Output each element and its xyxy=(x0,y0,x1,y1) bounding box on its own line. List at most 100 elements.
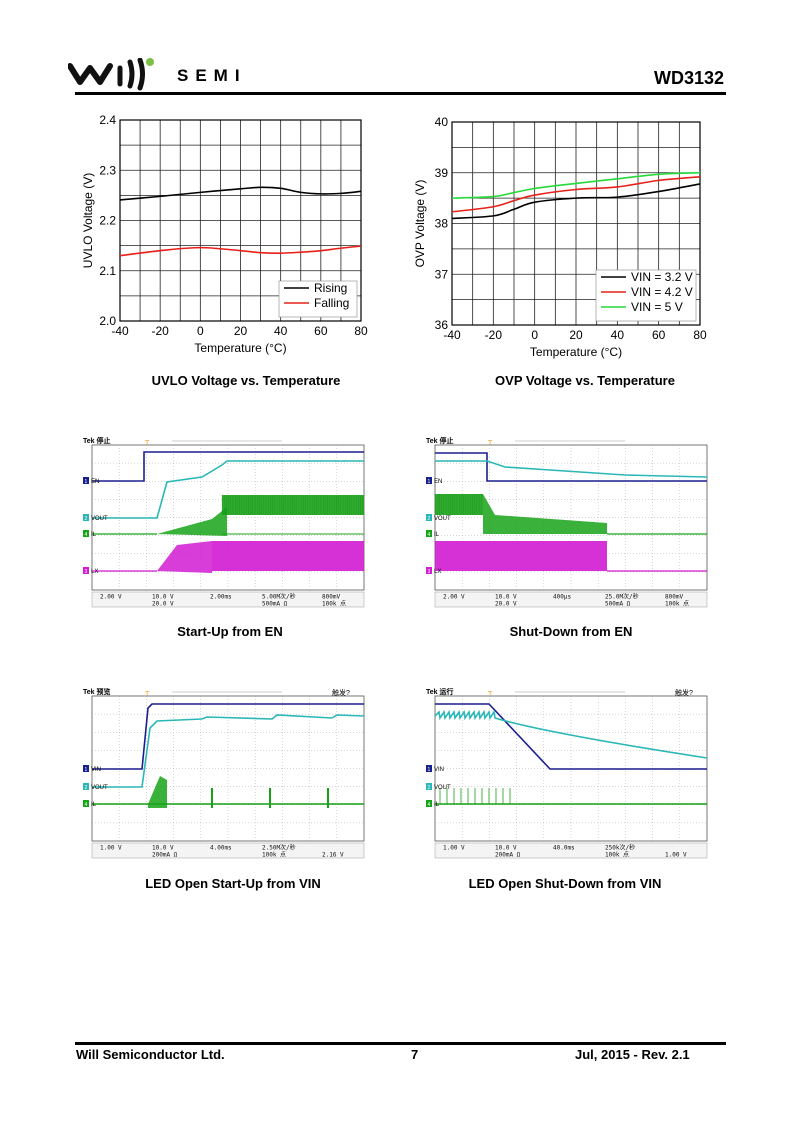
scope-status-top-3: 250k次/秒 xyxy=(605,844,635,852)
scope-status-top-2: 400μs xyxy=(553,594,571,601)
scope-status-bar xyxy=(434,591,708,608)
scope-status-top-3: 2.50M次/秒 xyxy=(262,844,296,852)
scope-status-bar xyxy=(91,842,365,859)
scope-status-bar xyxy=(91,591,365,608)
trace-en xyxy=(435,452,707,482)
legend-label-0: Rising xyxy=(314,281,347,295)
y-axis-label: OVP Voltage (V) xyxy=(413,180,427,268)
trace-il-decay xyxy=(483,494,607,534)
y-tick-label: 2.1 xyxy=(99,264,116,278)
scope-status-top-1: 10.0 V xyxy=(495,594,517,601)
uvlo-chart-svg: -40 -20 0 20 40 60 80 2.0 2.1 2.2 2.3 2.4 Temperatur… xyxy=(81,113,368,355)
y-tick-label: 36 xyxy=(435,318,449,332)
uvlo-caption: UVLO Voltage vs. Temperature xyxy=(151,373,341,388)
scope-status-bottom-1: 100k 点 xyxy=(262,851,286,859)
scope-status-top-2: 4.00ms xyxy=(210,845,232,852)
y-tick-label: 39 xyxy=(435,166,449,180)
scope-status-bottom-0: 200mA Ω xyxy=(152,852,178,859)
shutdown-en-caption: Shut-Down from EN xyxy=(509,624,633,639)
uvlo-chart: -40 -20 0 20 40 60 80 2.0 2.1 2.2 2.3 2.4 Temperatur… xyxy=(75,112,375,362)
scope-title: Tek 停止 xyxy=(426,437,454,445)
scope-trigger-marker: T xyxy=(488,440,493,447)
scope-status-top-2: 40.0ms xyxy=(553,845,575,852)
scope-status-bottom-0: 200mA Ω xyxy=(495,852,521,859)
channel-marker xyxy=(83,800,89,807)
x-tick-label: 20 xyxy=(569,328,583,342)
x-tick-label: 60 xyxy=(652,328,666,342)
channel-marker xyxy=(426,800,432,807)
x-tick-label: 0 xyxy=(531,328,538,342)
scope-status-top-1: 10.0 V xyxy=(152,594,174,601)
ovp-chart-svg: -40 -20 0 20 40 60 80 36 37 38 39 40 Temperature (°C… xyxy=(413,115,707,359)
scope-status-bottom-1: 500mA Ω xyxy=(605,601,631,608)
x-tick-label: -20 xyxy=(485,328,503,342)
channel-label-il: IL xyxy=(434,802,440,808)
trace-en xyxy=(92,451,364,482)
trace-vout xyxy=(92,460,364,519)
channel-label-lx: LX xyxy=(91,569,98,575)
trace-il-band xyxy=(222,495,364,515)
trace-il-band xyxy=(435,494,483,515)
channel-number: 4 xyxy=(428,532,431,538)
y-tick-label: 2.2 xyxy=(99,214,116,228)
series-line-1 xyxy=(451,176,701,213)
channel-marker xyxy=(426,477,432,484)
x-tick-label: 40 xyxy=(274,324,288,338)
scope-startup-en-svg: Tek 停止 T 2.00 V 10.0 V 2.00ms 5.00M次/秒 800mV 20… xyxy=(82,436,367,609)
scope-status-top-1: 10.0 V xyxy=(152,845,174,852)
x-tick-label: 80 xyxy=(693,328,707,342)
channel-number: 4 xyxy=(428,802,431,808)
legend-box xyxy=(278,280,358,318)
y-tick-label: 40 xyxy=(435,115,449,129)
y-axis-label: UVLO Voltage (V) xyxy=(81,173,95,268)
channel-number: 4 xyxy=(85,802,88,808)
scope-trigger-state: 触发? xyxy=(675,688,693,697)
channel-marker xyxy=(426,530,432,537)
scope-shutdown-en: Tek 停止 T 2.00 V 10.0 V 400μs 25.0M次/秒 800mV 20.… xyxy=(425,436,710,609)
channel-label-il: IL xyxy=(91,802,97,808)
scope-title: Tek 预览 xyxy=(83,688,111,696)
part-number: WD3132 xyxy=(653,68,724,88)
series-line-2 xyxy=(451,171,701,199)
y-tick-label: 2.3 xyxy=(99,163,116,177)
channel-marker xyxy=(83,477,89,484)
scope-led-startup-vin-svg: Tek 预览 T 触发? 1.00 V 10.0 V 4.00ms 2.50M次/秒 200m… xyxy=(82,687,367,860)
scope-title: Tek 运行 xyxy=(426,688,454,696)
channel-marker xyxy=(426,514,432,521)
legend-label-1: Falling xyxy=(314,296,349,310)
trace-vout xyxy=(434,709,708,759)
channel-number: 3 xyxy=(428,569,431,575)
x-axis-label: Temperature (°C) xyxy=(194,341,286,355)
channel-marker xyxy=(83,567,89,574)
scope-status-bottom-2: 100k 点 xyxy=(665,600,689,608)
trace-vout xyxy=(435,460,708,478)
x-axis-label: Temperature (°C) xyxy=(530,345,622,359)
trace-vin xyxy=(92,703,364,770)
scope-status-bar xyxy=(434,842,708,859)
channel-label-vin: VIN xyxy=(434,767,444,773)
scope-status-bottom-2: 2.16 V xyxy=(322,852,344,859)
channel-label-vout: VOUT xyxy=(91,785,108,791)
x-tick-label: 80 xyxy=(354,324,368,338)
y-tick-label: 2.0 xyxy=(99,314,116,328)
channel-marker xyxy=(83,783,89,790)
scope-status-top-3: 5.00M次/秒 xyxy=(262,593,296,601)
series-line-0 xyxy=(451,183,701,220)
legend-label-2: VIN = 5 V xyxy=(631,300,683,314)
channel-number: 2 xyxy=(85,785,88,791)
channel-label-vout: VOUT xyxy=(434,516,451,522)
led-startup-vin-caption: LED Open Start-Up from VIN xyxy=(145,876,321,891)
legend-box xyxy=(595,269,697,322)
channel-number: 2 xyxy=(85,516,88,522)
channel-label-il: IL xyxy=(434,532,440,538)
header-rule xyxy=(75,92,726,95)
trace-lx-band xyxy=(212,541,364,571)
scope-led-shutdown-vin: Tek 运行 T 触发? 1.00 V 10.0 V 40.0ms 250k次/秒 200mA… xyxy=(425,687,710,860)
scope-status-bottom-0: 20.0 V xyxy=(495,601,517,608)
plot-frame xyxy=(451,121,701,326)
scope-trigger-marker: T xyxy=(145,440,150,447)
led-shutdown-vin-caption: LED Open Shut-Down from VIN xyxy=(468,876,662,891)
trace-lx-band xyxy=(435,541,607,571)
scope-status-top-4: 800mV xyxy=(665,594,683,601)
x-tick-label: 20 xyxy=(234,324,248,338)
